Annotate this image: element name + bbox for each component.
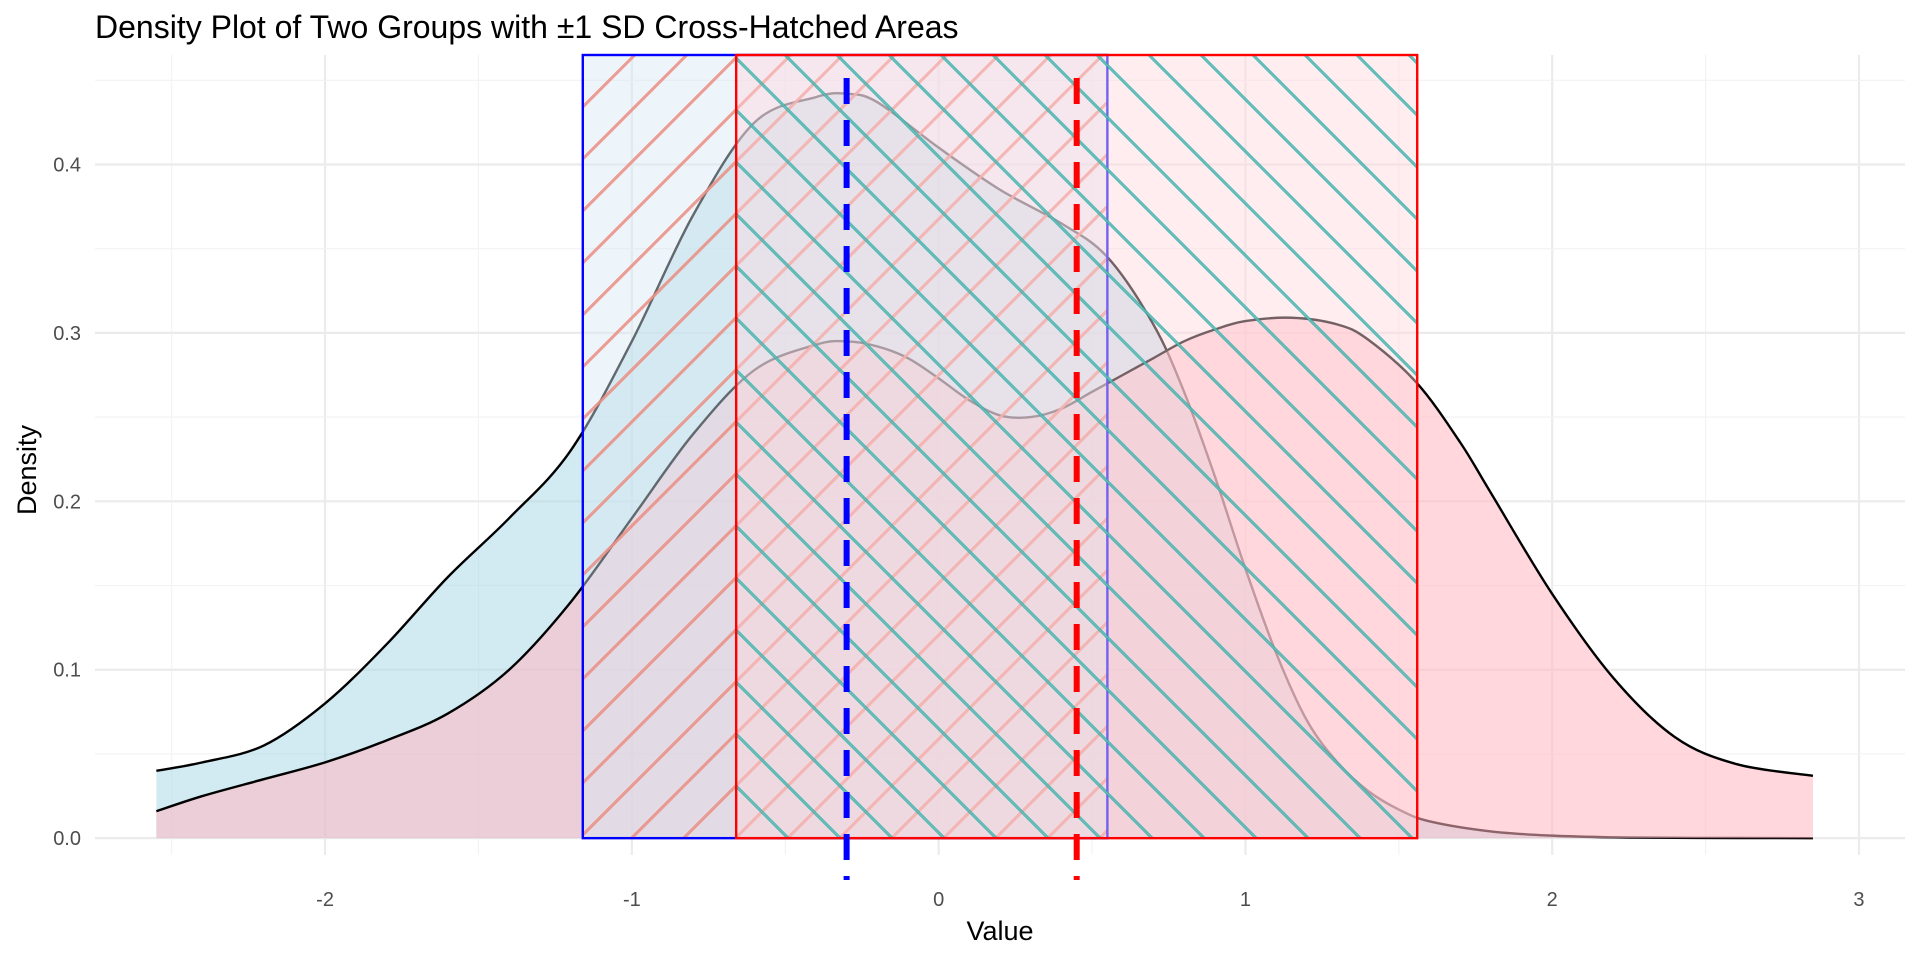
- hatch-line-center: [582, 55, 740, 212]
- hatch-line-center: [836, 55, 1418, 636]
- hatch-line-center: [736, 317, 1257, 839]
- hatch-line: [1825, 55, 1920, 838]
- hatch-line-center: [784, 55, 1418, 688]
- hatch-line-center: [736, 265, 1309, 839]
- hatch-line: [1620, 55, 1920, 838]
- density-area-group-2: [156, 317, 1813, 839]
- hatch-line-center: [1672, 55, 1920, 838]
- hatch-line: [1877, 55, 1920, 838]
- hatch-line-center: [1828, 55, 1920, 838]
- hatch-line-center: [582, 55, 948, 420]
- hatch-line-center: [582, 55, 1052, 524]
- chart-title: Density Plot of Two Groups with ±1 SD Cr…: [95, 9, 959, 45]
- hatch-line-center: [582, 55, 792, 264]
- hatch-line-center: [582, 55, 1104, 576]
- hatch-line-center: [940, 55, 1418, 532]
- hatch-line-center: [1880, 55, 1920, 838]
- x-axis-title: Value: [966, 916, 1033, 946]
- y-axis-title: Density: [12, 424, 42, 515]
- hatch-line-center: [1148, 55, 1418, 324]
- hatch-line-center: [1877, 55, 1920, 838]
- hatch-line-center: [1620, 55, 1920, 838]
- hatch-line-center: [1773, 55, 1920, 838]
- sd-band-hatch-group-2: [736, 55, 1920, 839]
- hatch-line-center: [1724, 55, 1920, 838]
- hatch-line-center: [582, 55, 896, 368]
- x-tick-label: -2: [316, 889, 334, 911]
- x-tick-label: 0: [933, 889, 944, 911]
- hatch-line-center: [736, 109, 1418, 792]
- hatch-line-center: [1096, 55, 1418, 376]
- hatch-line: [1721, 55, 1920, 838]
- hatch-line-center: [736, 629, 945, 839]
- x-tick-label: 1: [1240, 889, 1251, 911]
- hatch-line-center: [582, 257, 1108, 784]
- hatch-line: [1773, 55, 1920, 838]
- hatch-line-center: [1776, 55, 1920, 838]
- x-tick-label: 2: [1547, 889, 1558, 911]
- hatch-line-center: [736, 369, 1205, 839]
- x-tick-label: -1: [623, 889, 641, 911]
- y-tick-label: 0.2: [53, 491, 81, 513]
- hatch-line-center: [582, 101, 1108, 628]
- y-tick-label: 0.1: [53, 660, 81, 682]
- hatch-line-center: [1825, 55, 1920, 838]
- mean-lines: [843, 78, 1080, 880]
- hatch-line-center: [992, 55, 1418, 480]
- hatch-line: [1669, 55, 1920, 838]
- hatch-line-center: [736, 681, 893, 839]
- hatch-line-center: [1200, 55, 1418, 272]
- hatch-line-center: [1721, 55, 1920, 838]
- hatch-line-center: [736, 421, 1153, 839]
- hatch-line-center: [1669, 55, 1920, 838]
- hatch-line-center: [582, 55, 1000, 472]
- hatch-line-center: [736, 473, 1101, 839]
- hatch-line-center: [582, 205, 1108, 732]
- density-curve-group-2: [155, 316, 1814, 813]
- hatch-line-center: [582, 309, 1108, 836]
- tick-labels: -2 -1 0 1 2 3 0.0 0.1 0.2 0.3 0.4: [53, 154, 1864, 911]
- hatch-line-center: [582, 55, 844, 316]
- hatch-line-center: [736, 57, 1418, 740]
- x-tick-label: 3: [1853, 889, 1864, 911]
- hatch-line: [1776, 55, 1920, 838]
- hatch-line-center: [1044, 55, 1418, 428]
- hatch-line-center: [736, 213, 1361, 839]
- y-tick-label: 0.0: [53, 828, 81, 850]
- hatch-line-center: [736, 161, 1413, 839]
- hatch-line-center: [1617, 55, 1920, 838]
- y-tick-label: 0.3: [53, 323, 81, 345]
- hatch-line-center: [1252, 55, 1418, 220]
- hatch-line: [1672, 55, 1920, 838]
- hatch-line-center: [888, 55, 1418, 584]
- hatch-line-center: [736, 525, 1049, 839]
- hatch-line: [1828, 55, 1920, 838]
- hatch-line: [1724, 55, 1920, 838]
- hatch-line: [1617, 55, 1920, 838]
- hatch-line-center: [736, 577, 997, 839]
- y-tick-label: 0.4: [53, 154, 81, 176]
- hatch-line: [1880, 55, 1920, 838]
